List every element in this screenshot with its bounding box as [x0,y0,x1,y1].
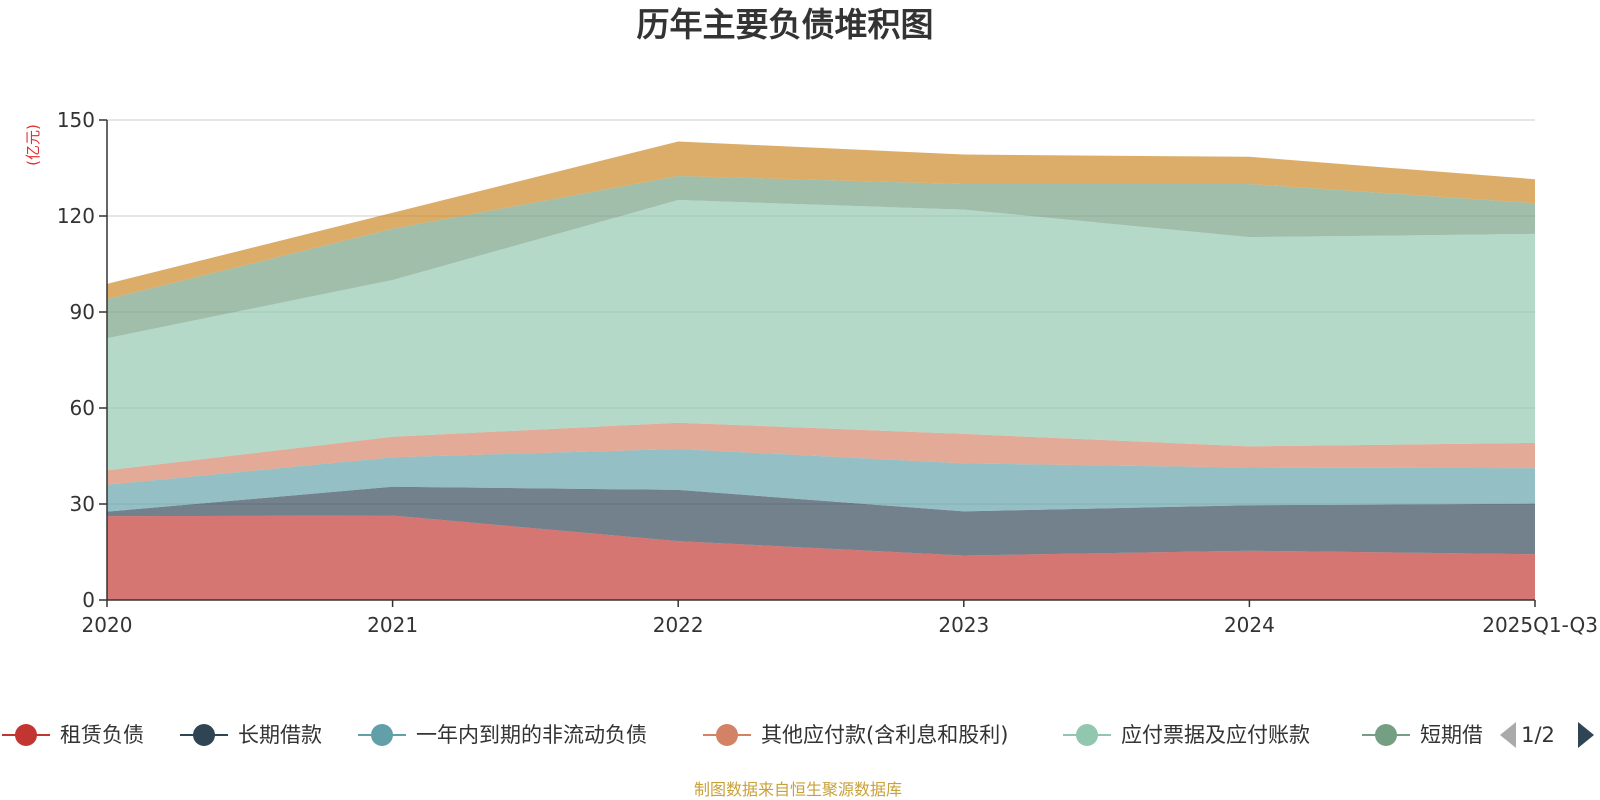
x-tick-label: 2020 [82,613,133,637]
legend-item[interactable]: 一年内到期的非流动负债 [358,723,647,747]
area-series[interactable] [107,448,1535,512]
legend: 租赁负债 长期借款 一年内到期的非流动负债 其他应付款(含利息和股利) 应付票据及应付账… [2,723,1483,747]
legend-marker-icon [1375,724,1397,746]
data-source-note: 制图数据来自恒生聚源数据库 [694,780,902,799]
area-series[interactable] [107,141,1535,300]
area-series[interactable] [107,422,1535,485]
legend-item[interactable]: 租赁负债 [2,723,144,747]
legend-item[interactable]: 短期借 [1362,723,1483,747]
area-series[interactable] [107,176,1535,339]
triangle-left-icon[interactable] [1500,722,1516,748]
legend-items: 租赁负债 长期借款 一年内到期的非流动负债 其他应付款(含利息和股利) 应付票据及应付账… [2,723,1483,747]
legend-marker-icon [15,724,37,746]
x-tick-label: 2023 [938,613,989,637]
area-series[interactable] [107,486,1535,556]
y-axis-unit-label: (亿元) [24,124,42,166]
chart-title: 历年主要负债堆积图 [637,5,934,44]
y-tick-label: 30 [70,492,95,516]
y-tick-label: 90 [70,300,95,324]
legend-label: 短期借 [1420,723,1483,747]
legend-label: 租赁负债 [60,723,144,747]
area-series[interactable] [107,200,1535,471]
y-tick-label: 120 [57,204,95,228]
legend-pager: 1/2 [1500,722,1594,748]
legend-marker-icon [716,724,738,746]
legend-label: 应付票据及应付账款 [1121,723,1310,747]
legend-label: 长期借款 [238,723,322,747]
legend-marker-icon [193,724,215,746]
area-series[interactable] [107,515,1535,600]
y-tick-label: 150 [57,108,95,132]
legend-item[interactable]: 应付票据及应付账款 [1063,723,1310,747]
x-tick-label: 2022 [653,613,704,637]
legend-item[interactable]: 其他应付款(含利息和股利) [703,723,1008,747]
x-tick-label: 2021 [367,613,418,637]
triangle-right-icon[interactable] [1578,722,1594,748]
axes: 0 30 60 90 120 150 2020 2021 2022 2023 2024 2025Q1-… [57,108,1598,637]
x-tick-label: 2024 [1224,613,1275,637]
legend-label: 其他应付款(含利息和股利) [761,723,1008,747]
legend-marker-icon [1076,724,1098,746]
legend-label: 一年内到期的非流动负债 [416,723,647,747]
y-tick-label: 0 [82,588,95,612]
legend-page-indicator: 1/2 [1521,723,1555,747]
x-tick-label: 2025Q1-Q3 [1482,613,1598,637]
legend-item[interactable]: 长期借款 [180,723,322,747]
y-tick-label: 60 [70,396,95,420]
legend-marker-icon [371,724,393,746]
area-series-group [107,141,1535,600]
